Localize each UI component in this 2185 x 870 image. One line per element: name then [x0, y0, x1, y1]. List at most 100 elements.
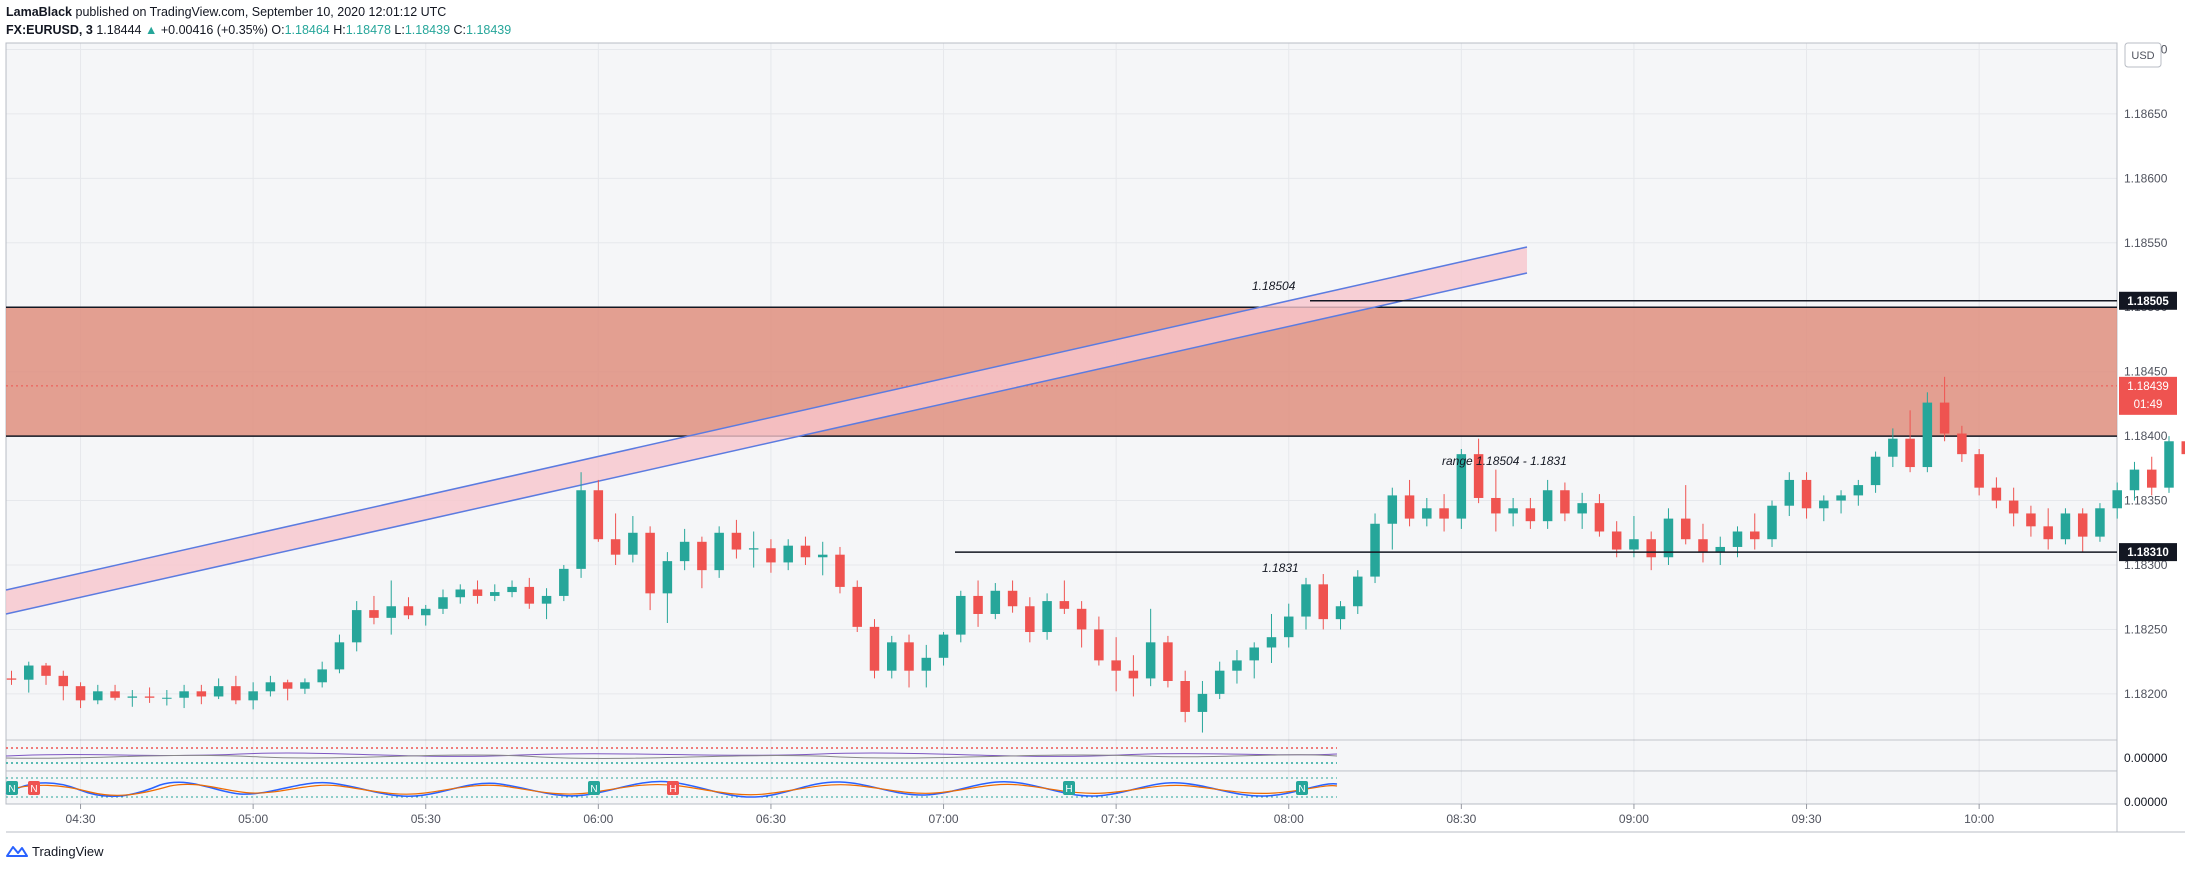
candle	[1939, 376, 1950, 442]
candle	[2043, 508, 2053, 550]
candle-body	[1353, 576, 1363, 607]
candle-body	[1025, 606, 1035, 633]
candle-body	[662, 561, 673, 594]
range-label[interactable]: range 1.18504 - 1.1831	[1442, 454, 1567, 468]
candle-body	[2146, 469, 2157, 488]
candle	[1836, 490, 1846, 514]
candle	[162, 690, 172, 706]
channel-fill[interactable]	[6, 247, 1527, 614]
candle	[2060, 508, 2071, 545]
price-axis[interactable]: 1.187001.186501.186001.185501.185001.184…	[2124, 42, 2168, 700]
candle	[1370, 513, 1380, 584]
open-value: 1.18464	[284, 23, 330, 37]
candle	[1767, 500, 1777, 547]
candle	[1387, 487, 1398, 550]
candle-body	[507, 586, 517, 593]
svg-text:H: H	[1065, 784, 1072, 795]
candle-body	[1991, 487, 2002, 501]
candle	[1974, 449, 1984, 496]
candle-body	[472, 589, 483, 596]
candle-body	[1577, 503, 1587, 514]
candle-body	[1007, 590, 1018, 607]
candle-body	[1404, 495, 1415, 519]
candle-body	[2095, 508, 2105, 537]
channel-upper-line[interactable]	[5, 246, 1528, 591]
candle	[1957, 425, 1967, 462]
candle-body	[956, 595, 966, 635]
candle	[1439, 494, 1449, 532]
price-tick-label: 1.18200	[2124, 687, 2168, 701]
time-tick-label: 08:30	[1446, 812, 1476, 826]
price-tick-label: 1.18300	[2124, 558, 2168, 572]
candle	[127, 690, 138, 707]
level-label-bottom[interactable]: 1.1831	[1262, 561, 1299, 575]
candle-body	[1801, 479, 1812, 509]
candle-body	[162, 697, 172, 699]
candle	[507, 580, 517, 598]
price-tick-label: 1.18400	[2124, 429, 2168, 443]
candle	[1266, 613, 1277, 663]
candle-body	[1266, 637, 1277, 648]
candle-body	[938, 634, 949, 658]
currency-label: USD	[2131, 50, 2154, 62]
time-axis[interactable]: 04:30 05:00 05:30 06:00 06:30 07:00 07:30 08:00…	[66, 804, 1995, 826]
candle	[904, 634, 914, 688]
candle-body	[1076, 608, 1087, 630]
author-name[interactable]: LamaBlack	[6, 5, 73, 19]
tradingview-footer[interactable]: TradingView	[6, 841, 104, 861]
currency-badge[interactable]	[2124, 42, 2162, 68]
channel-lower-line[interactable]	[5, 272, 1528, 615]
candle	[887, 635, 897, 679]
candle	[1353, 570, 1363, 614]
candle	[1318, 574, 1329, 630]
tradingview-logo-icon	[6, 846, 28, 857]
candle-body	[1370, 523, 1380, 577]
oscillator-pane-2-background	[6, 772, 2117, 804]
candle-body	[973, 595, 983, 614]
candle-body	[1939, 402, 1950, 434]
candle-body	[438, 597, 448, 609]
candle	[334, 634, 345, 674]
up-arrow-icon: ▲	[144, 23, 158, 37]
candle-body	[1784, 479, 1795, 506]
candle	[403, 597, 414, 620]
candle	[1577, 492, 1587, 529]
candle	[317, 661, 327, 688]
candle-body	[1301, 584, 1311, 617]
candle	[1214, 661, 1225, 700]
symbol-label[interactable]: FX:EURUSD, 3	[6, 23, 93, 37]
candle-body	[1629, 539, 1639, 550]
candle-body	[1214, 670, 1225, 694]
candle	[1042, 593, 1052, 640]
candle-body	[783, 545, 793, 563]
candle-body	[1180, 681, 1190, 712]
candle	[1335, 601, 1346, 630]
candle-body	[1974, 454, 1984, 488]
candle-body	[817, 554, 828, 558]
oscillator-1-lines	[5, 747, 1338, 764]
candle-body	[110, 691, 120, 698]
candle-body	[679, 541, 690, 562]
candle-body	[2026, 513, 2036, 527]
published-text: published on TradingView.com, September …	[75, 5, 447, 19]
candle	[144, 687, 155, 703]
candle-body	[93, 691, 103, 701]
level-label-top[interactable]: 1.18504	[1252, 279, 1296, 293]
candle-body	[835, 554, 845, 587]
candle	[524, 577, 535, 609]
candle	[1232, 650, 1242, 684]
candle	[593, 479, 604, 542]
candle-body	[1128, 670, 1139, 679]
chart-header: LamaBlack published on TradingView.com, …	[6, 3, 1406, 41]
candle-body	[1145, 642, 1156, 679]
publish-line: LamaBlack published on TradingView.com, …	[6, 3, 1406, 21]
time-tick-label: 05:30	[411, 812, 441, 826]
time-tick-label: 06:30	[756, 812, 786, 826]
svg-text:H: H	[669, 784, 676, 795]
candle	[852, 580, 862, 633]
candle-body	[1870, 456, 1881, 486]
candle-body	[1042, 601, 1052, 633]
oscillator-2-value: 0.00000	[2124, 795, 2168, 809]
candle-body	[887, 642, 897, 671]
